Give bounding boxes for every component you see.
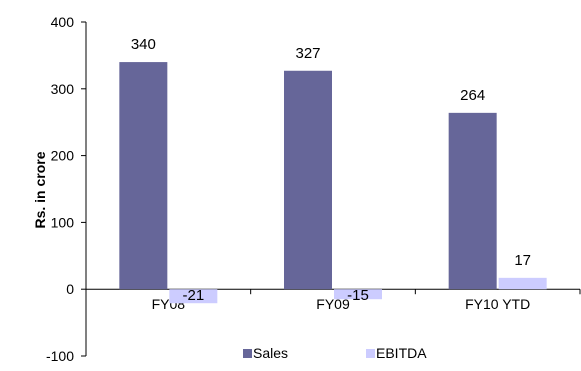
x-category-label: FY09 [316, 296, 350, 312]
y-axis-title: Rs. in crore [32, 151, 48, 228]
y-tick-label: -100 [46, 348, 74, 364]
y-axis-title-group: Rs. in crore [32, 151, 48, 228]
legend-swatch-sales [243, 349, 252, 358]
legend-swatch-ebitda [366, 349, 375, 358]
data-label: 340 [131, 36, 156, 53]
labels-layer: 340 -21 327 -15 264 17 [131, 36, 531, 304]
y-tick-label: 100 [51, 214, 75, 230]
bar-ebitda-fy08 [169, 289, 218, 304]
bars-layer [119, 62, 547, 304]
data-label: 17 [514, 252, 531, 269]
y-tick-label: 200 [51, 148, 75, 164]
bar-ebitda-fy09 [334, 289, 382, 300]
bar-sales-fy08 [119, 62, 168, 290]
legend-label-sales: Sales [253, 345, 288, 361]
y-tick-label: 300 [51, 81, 75, 97]
bar-ebitda-fy10-ytd [498, 277, 547, 290]
data-label: -21 [182, 287, 204, 304]
x-category-label: FY10 YTD [465, 296, 530, 312]
legend-label-ebitda: EBITDA [376, 345, 427, 361]
bar-sales-fy10-ytd [448, 112, 497, 290]
bar-sales-fy09 [284, 70, 332, 290]
y-tick-label: 0 [66, 281, 74, 297]
legend: Sales EBITDA [243, 345, 427, 361]
y-tick-label: 400 [51, 14, 75, 30]
data-label: 327 [295, 45, 320, 62]
data-label: 264 [460, 87, 485, 104]
data-label: -15 [347, 287, 369, 304]
